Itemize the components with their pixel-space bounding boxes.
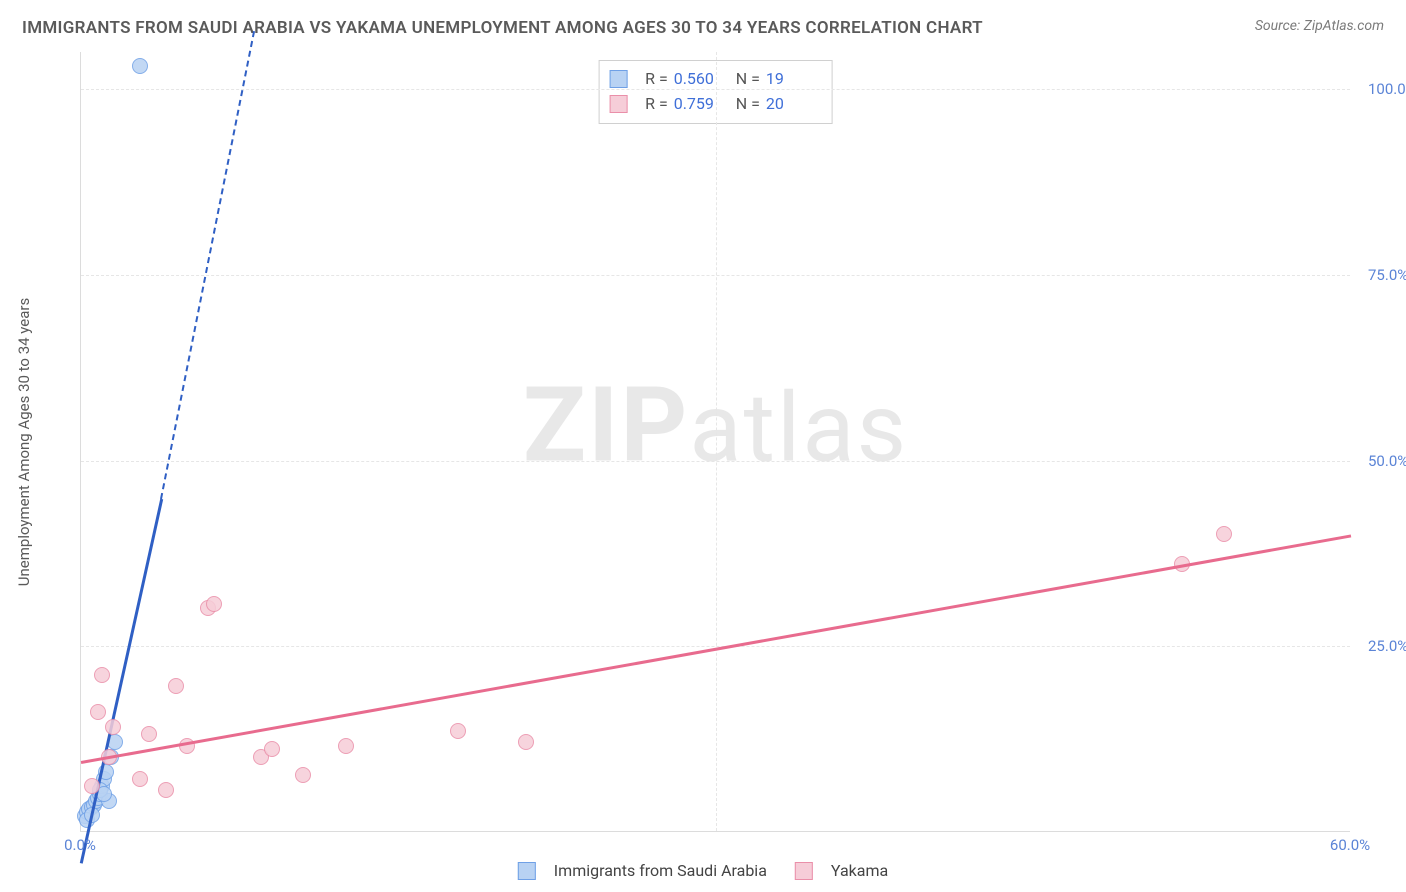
stat-r-blue: 0.560	[674, 67, 726, 92]
legend-label-pink: Yakama	[831, 861, 888, 880]
trendline-extrapolated	[160, 31, 255, 499]
data-point	[105, 719, 121, 735]
data-point	[141, 726, 157, 742]
legend-swatch-blue	[518, 862, 536, 880]
data-point	[132, 58, 148, 74]
y-tick-label: 50.0%	[1348, 452, 1368, 470]
stat-r-pink: 0.759	[674, 92, 726, 117]
watermark-rest: atlas	[689, 372, 908, 484]
x-tick-label: 60.0%	[1330, 836, 1370, 854]
trendline	[80, 499, 163, 864]
y-tick-label: 100.0%	[1348, 80, 1368, 98]
data-point	[168, 678, 184, 694]
chart-title: IMMIGRANTS FROM SAUDI ARABIA VS YAKAMA U…	[22, 18, 983, 38]
plot-area: ZIPatlas R = 0.560 N = 19 R = 0.759 N = …	[80, 52, 1350, 832]
stat-n-blue: 19	[766, 67, 818, 92]
data-point	[132, 771, 148, 787]
plot-container: Unemployment Among Ages 30 to 34 years Z…	[50, 52, 1350, 832]
swatch-blue	[609, 70, 627, 88]
stat-n-label: N =	[736, 67, 760, 92]
source-attribution: Source: ZipAtlas.com	[1255, 18, 1384, 34]
legend-item-blue: Immigrants from Saudi Arabia	[518, 861, 767, 880]
data-point	[206, 596, 222, 612]
y-axis-label: Unemployment Among Ages 30 to 34 years	[15, 298, 33, 586]
bottom-legend: Immigrants from Saudi Arabia Yakama	[518, 861, 888, 880]
swatch-pink	[609, 95, 627, 113]
watermark-bold: ZIP	[523, 365, 690, 486]
data-point	[158, 782, 174, 798]
data-point	[84, 778, 100, 794]
legend-label-blue: Immigrants from Saudi Arabia	[554, 861, 767, 880]
data-point	[338, 738, 354, 754]
data-point	[295, 767, 311, 783]
chart-header: IMMIGRANTS FROM SAUDI ARABIA VS YAKAMA U…	[0, 0, 1406, 44]
data-point	[1216, 526, 1232, 542]
legend-item-pink: Yakama	[795, 861, 888, 880]
gridline-v	[716, 52, 717, 831]
stats-row-blue: R = 0.560 N = 19	[609, 67, 818, 92]
y-tick-label: 25.0%	[1348, 637, 1368, 655]
legend-swatch-pink	[795, 862, 813, 880]
data-point	[518, 734, 534, 750]
data-point	[90, 704, 106, 720]
stat-r-label: R =	[645, 92, 668, 117]
stats-row-pink: R = 0.759 N = 20	[609, 92, 818, 117]
y-tick-label: 75.0%	[1348, 266, 1368, 284]
data-point	[264, 741, 280, 757]
data-point	[450, 723, 466, 739]
stat-r-label: R =	[645, 67, 668, 92]
data-point	[94, 667, 110, 683]
stat-n-label: N =	[736, 92, 760, 117]
stat-n-pink: 20	[766, 92, 818, 117]
x-tick-label: 0.0%	[64, 836, 96, 854]
